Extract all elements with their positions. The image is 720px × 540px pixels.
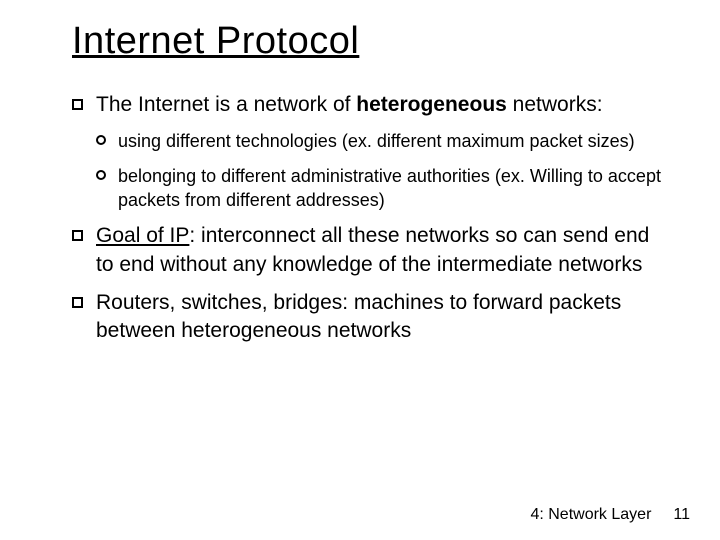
slide-title: Internet Protocol <box>72 20 670 63</box>
footer-section: 4: Network Layer <box>530 506 651 524</box>
footer-page-number: 11 <box>673 506 690 524</box>
sub-bullet-text: using different technologies (ex. differ… <box>118 131 635 151</box>
bullet-text-bold: heterogeneous <box>356 93 507 116</box>
circle-bullet-icon <box>96 170 106 180</box>
sub-bullet-authorities: belonging to different administrative au… <box>96 164 670 213</box>
bullet-text-pre: The Internet is a network of <box>96 93 356 116</box>
bullet-heterogeneous-networks: The Internet is a network of heterogeneo… <box>72 91 670 119</box>
circle-bullet-icon <box>96 135 106 145</box>
sub-bullet-technologies: using different technologies (ex. differ… <box>96 129 670 153</box>
bullet-goal-of-ip: Goal of IP: interconnect all these netwo… <box>72 222 670 279</box>
slide-footer: 4: Network Layer 11 <box>530 506 690 524</box>
bullet-text: Routers, switches, bridges: machines to … <box>96 291 621 342</box>
square-bullet-icon <box>72 297 83 308</box>
bullet-text-underline: Goal of IP <box>96 224 189 247</box>
square-bullet-icon <box>72 99 83 110</box>
square-bullet-icon <box>72 230 83 241</box>
bullet-routers-switches: Routers, switches, bridges: machines to … <box>72 289 670 346</box>
slide: Internet Protocol The Internet is a netw… <box>0 0 720 540</box>
bullet-text-post: networks: <box>507 93 603 116</box>
sub-bullet-text: belonging to different administrative au… <box>118 166 661 210</box>
